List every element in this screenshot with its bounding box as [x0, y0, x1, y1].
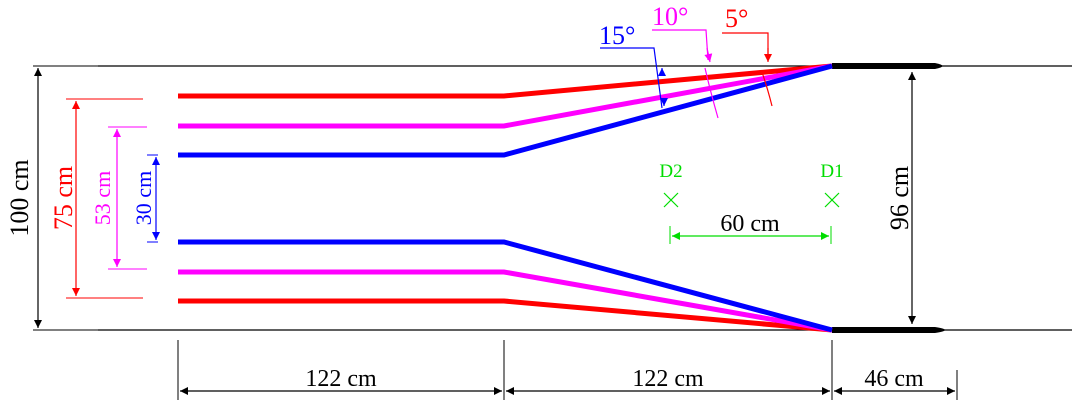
dim-label-length-1: 122 cm — [305, 366, 377, 392]
angle-15deg: 15° — [599, 21, 668, 109]
dim-60cm: 60 cm — [669, 211, 832, 244]
dim-label-length-3: 46 cm — [864, 366, 924, 392]
sensor-label-d1: D1 — [820, 161, 843, 182]
dim-96cm: 96 cm — [885, 72, 916, 324]
dim-lengths — [177, 340, 958, 400]
dim-label-30cm: 30 cm — [131, 171, 156, 225]
magenta-wall-bottom — [178, 269, 833, 333]
angle-5deg: 5° — [722, 4, 773, 107]
sensor-marker-d2 — [663, 192, 679, 208]
red-wall-top — [178, 63, 833, 99]
dim-label-60cm: 60 cm — [720, 211, 780, 237]
dim-label-100cm: 100 cm — [5, 159, 34, 236]
outlet-plate-bottom — [832, 327, 945, 333]
outlet-plate-top — [832, 63, 943, 69]
angle-label-15deg: 15° — [599, 21, 635, 50]
dim-label-53cm: 53 cm — [90, 171, 115, 225]
blue-wall-bottom — [178, 239, 833, 333]
sensor-label-d2: D2 — [659, 161, 682, 182]
contraction-10deg-magenta — [178, 63, 833, 333]
dim-label-96cm: 96 cm — [885, 166, 914, 230]
channel-walls — [98, 65, 1072, 331]
contraction-15deg-blue — [178, 63, 833, 333]
sensor-d1: D1 — [820, 161, 844, 208]
dim-label-75cm: 75 cm — [49, 166, 78, 230]
angle-10deg: 10° — [652, 2, 719, 119]
angle-label-10deg: 10° — [652, 2, 688, 31]
red-wall-bottom — [178, 298, 833, 333]
magenta-wall-top — [178, 63, 833, 129]
dim-75cm: 75 cm — [49, 98, 143, 299]
sensor-d2: D2 — [659, 161, 683, 208]
dim-100cm: 100 cm — [5, 65, 98, 331]
dim-30cm: 30 cm — [131, 154, 160, 243]
sensor-marker-d1 — [824, 192, 840, 208]
angle-label-5deg: 5° — [725, 4, 748, 33]
contraction-5deg-red — [178, 63, 833, 333]
dim-53cm: 53 cm — [90, 126, 147, 270]
dim-label-length-2: 122 cm — [632, 366, 704, 392]
blue-wall-top — [178, 63, 833, 158]
